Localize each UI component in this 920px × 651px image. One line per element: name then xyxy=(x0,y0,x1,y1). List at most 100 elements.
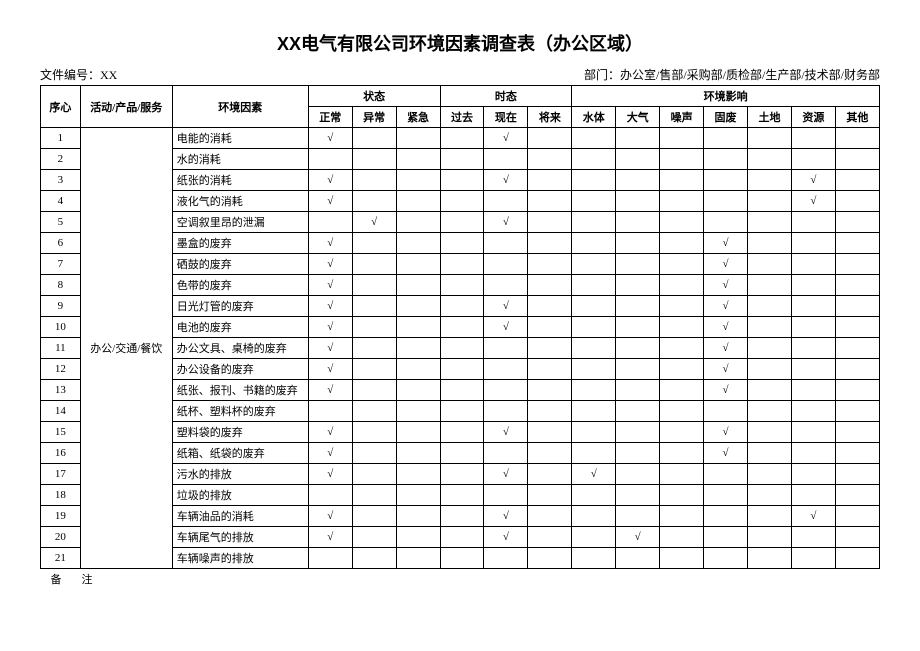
cell-mark xyxy=(791,485,835,506)
cell-mark xyxy=(660,401,704,422)
cell-mark xyxy=(791,359,835,380)
cell-mark xyxy=(440,338,484,359)
dept-label: 部门：办公室/ xyxy=(584,68,659,82)
cell-mark xyxy=(308,149,352,170)
header-activity: 活动/产品/服务 xyxy=(80,86,172,128)
cell-mark xyxy=(396,548,440,569)
cell-factor: 污水的排放 xyxy=(172,464,308,485)
cell-mark xyxy=(660,275,704,296)
cell-mark xyxy=(616,401,660,422)
cell-factor: 水的消耗 xyxy=(172,149,308,170)
header-tense-1: 现在 xyxy=(484,107,528,128)
cell-mark: √ xyxy=(308,254,352,275)
cell-mark xyxy=(484,401,528,422)
cell-factor: 车辆噪声的排放 xyxy=(172,548,308,569)
cell-mark xyxy=(748,527,792,548)
cell-mark xyxy=(352,233,396,254)
department: 部门：办公室/售部/采购部/质检部/生产部/技术部/财务部 xyxy=(584,66,880,83)
cell-mark: √ xyxy=(308,506,352,527)
cell-mark xyxy=(748,506,792,527)
cell-mark: √ xyxy=(704,359,748,380)
cell-mark xyxy=(748,212,792,233)
header-tense: 时态 xyxy=(440,86,572,107)
cell-mark xyxy=(352,380,396,401)
cell-mark xyxy=(572,296,616,317)
cell-mark: √ xyxy=(484,212,528,233)
cell-mark xyxy=(440,149,484,170)
dept-rest: 售部/采购部/质检部/生产部/技术部/财务部 xyxy=(659,68,880,82)
cell-mark xyxy=(528,506,572,527)
cell-mark xyxy=(704,506,748,527)
cell-mark xyxy=(660,464,704,485)
cell-mark xyxy=(440,359,484,380)
cell-mark xyxy=(704,401,748,422)
cell-factor: 色带的废弃 xyxy=(172,275,308,296)
header-impact-5: 资源 xyxy=(791,107,835,128)
footer-empty xyxy=(172,569,879,590)
cell-mark: √ xyxy=(704,317,748,338)
footer-label: 备注 xyxy=(41,569,173,590)
cell-factor: 纸张、报刊、书籍的废弃 xyxy=(172,380,308,401)
cell-mark xyxy=(748,548,792,569)
cell-mark xyxy=(528,527,572,548)
cell-mark xyxy=(484,233,528,254)
cell-mark xyxy=(396,170,440,191)
cell-mark xyxy=(835,317,879,338)
cell-mark xyxy=(660,128,704,149)
footer-row: 备注 xyxy=(41,569,880,590)
cell-mark xyxy=(748,464,792,485)
cell-mark xyxy=(704,527,748,548)
cell-mark: √ xyxy=(308,380,352,401)
cell-mark xyxy=(440,527,484,548)
cell-mark xyxy=(616,149,660,170)
cell-mark xyxy=(748,233,792,254)
cell-mark xyxy=(440,317,484,338)
cell-mark xyxy=(528,254,572,275)
cell-mark xyxy=(835,422,879,443)
cell-mark xyxy=(528,359,572,380)
cell-mark xyxy=(484,191,528,212)
header-impact-3: 固废 xyxy=(704,107,748,128)
cell-mark: √ xyxy=(572,464,616,485)
cell-mark xyxy=(616,359,660,380)
cell-mark xyxy=(616,296,660,317)
cell-mark xyxy=(748,485,792,506)
cell-mark xyxy=(791,380,835,401)
cell-mark xyxy=(660,317,704,338)
cell-mark xyxy=(835,380,879,401)
header-status-2: 紧急 xyxy=(396,107,440,128)
cell-mark xyxy=(835,149,879,170)
cell-factor: 空调叙里昂的泄漏 xyxy=(172,212,308,233)
cell-mark xyxy=(396,275,440,296)
cell-mark xyxy=(352,275,396,296)
cell-mark xyxy=(352,170,396,191)
table-row: 1办公/交通/餐饮电能的消耗√√ xyxy=(41,128,880,149)
cell-mark xyxy=(572,359,616,380)
cell-mark: √ xyxy=(484,464,528,485)
cell-mark xyxy=(748,170,792,191)
cell-mark xyxy=(616,254,660,275)
cell-mark xyxy=(748,443,792,464)
cell-mark xyxy=(396,338,440,359)
cell-mark xyxy=(440,464,484,485)
cell-mark xyxy=(835,527,879,548)
cell-mark xyxy=(396,422,440,443)
cell-factor: 纸箱、纸袋的废弃 xyxy=(172,443,308,464)
cell-mark xyxy=(528,338,572,359)
cell-mark: √ xyxy=(484,296,528,317)
cell-mark xyxy=(835,170,879,191)
cell-seq: 11 xyxy=(41,338,81,359)
cell-mark xyxy=(835,128,879,149)
cell-mark xyxy=(660,485,704,506)
cell-activity: 办公/交通/餐饮 xyxy=(80,128,172,569)
cell-mark xyxy=(791,212,835,233)
cell-mark xyxy=(660,296,704,317)
cell-seq: 5 xyxy=(41,212,81,233)
cell-mark xyxy=(660,380,704,401)
cell-mark: √ xyxy=(704,296,748,317)
cell-mark xyxy=(396,506,440,527)
cell-mark xyxy=(748,149,792,170)
cell-mark xyxy=(748,380,792,401)
cell-mark xyxy=(352,317,396,338)
cell-mark: √ xyxy=(308,191,352,212)
